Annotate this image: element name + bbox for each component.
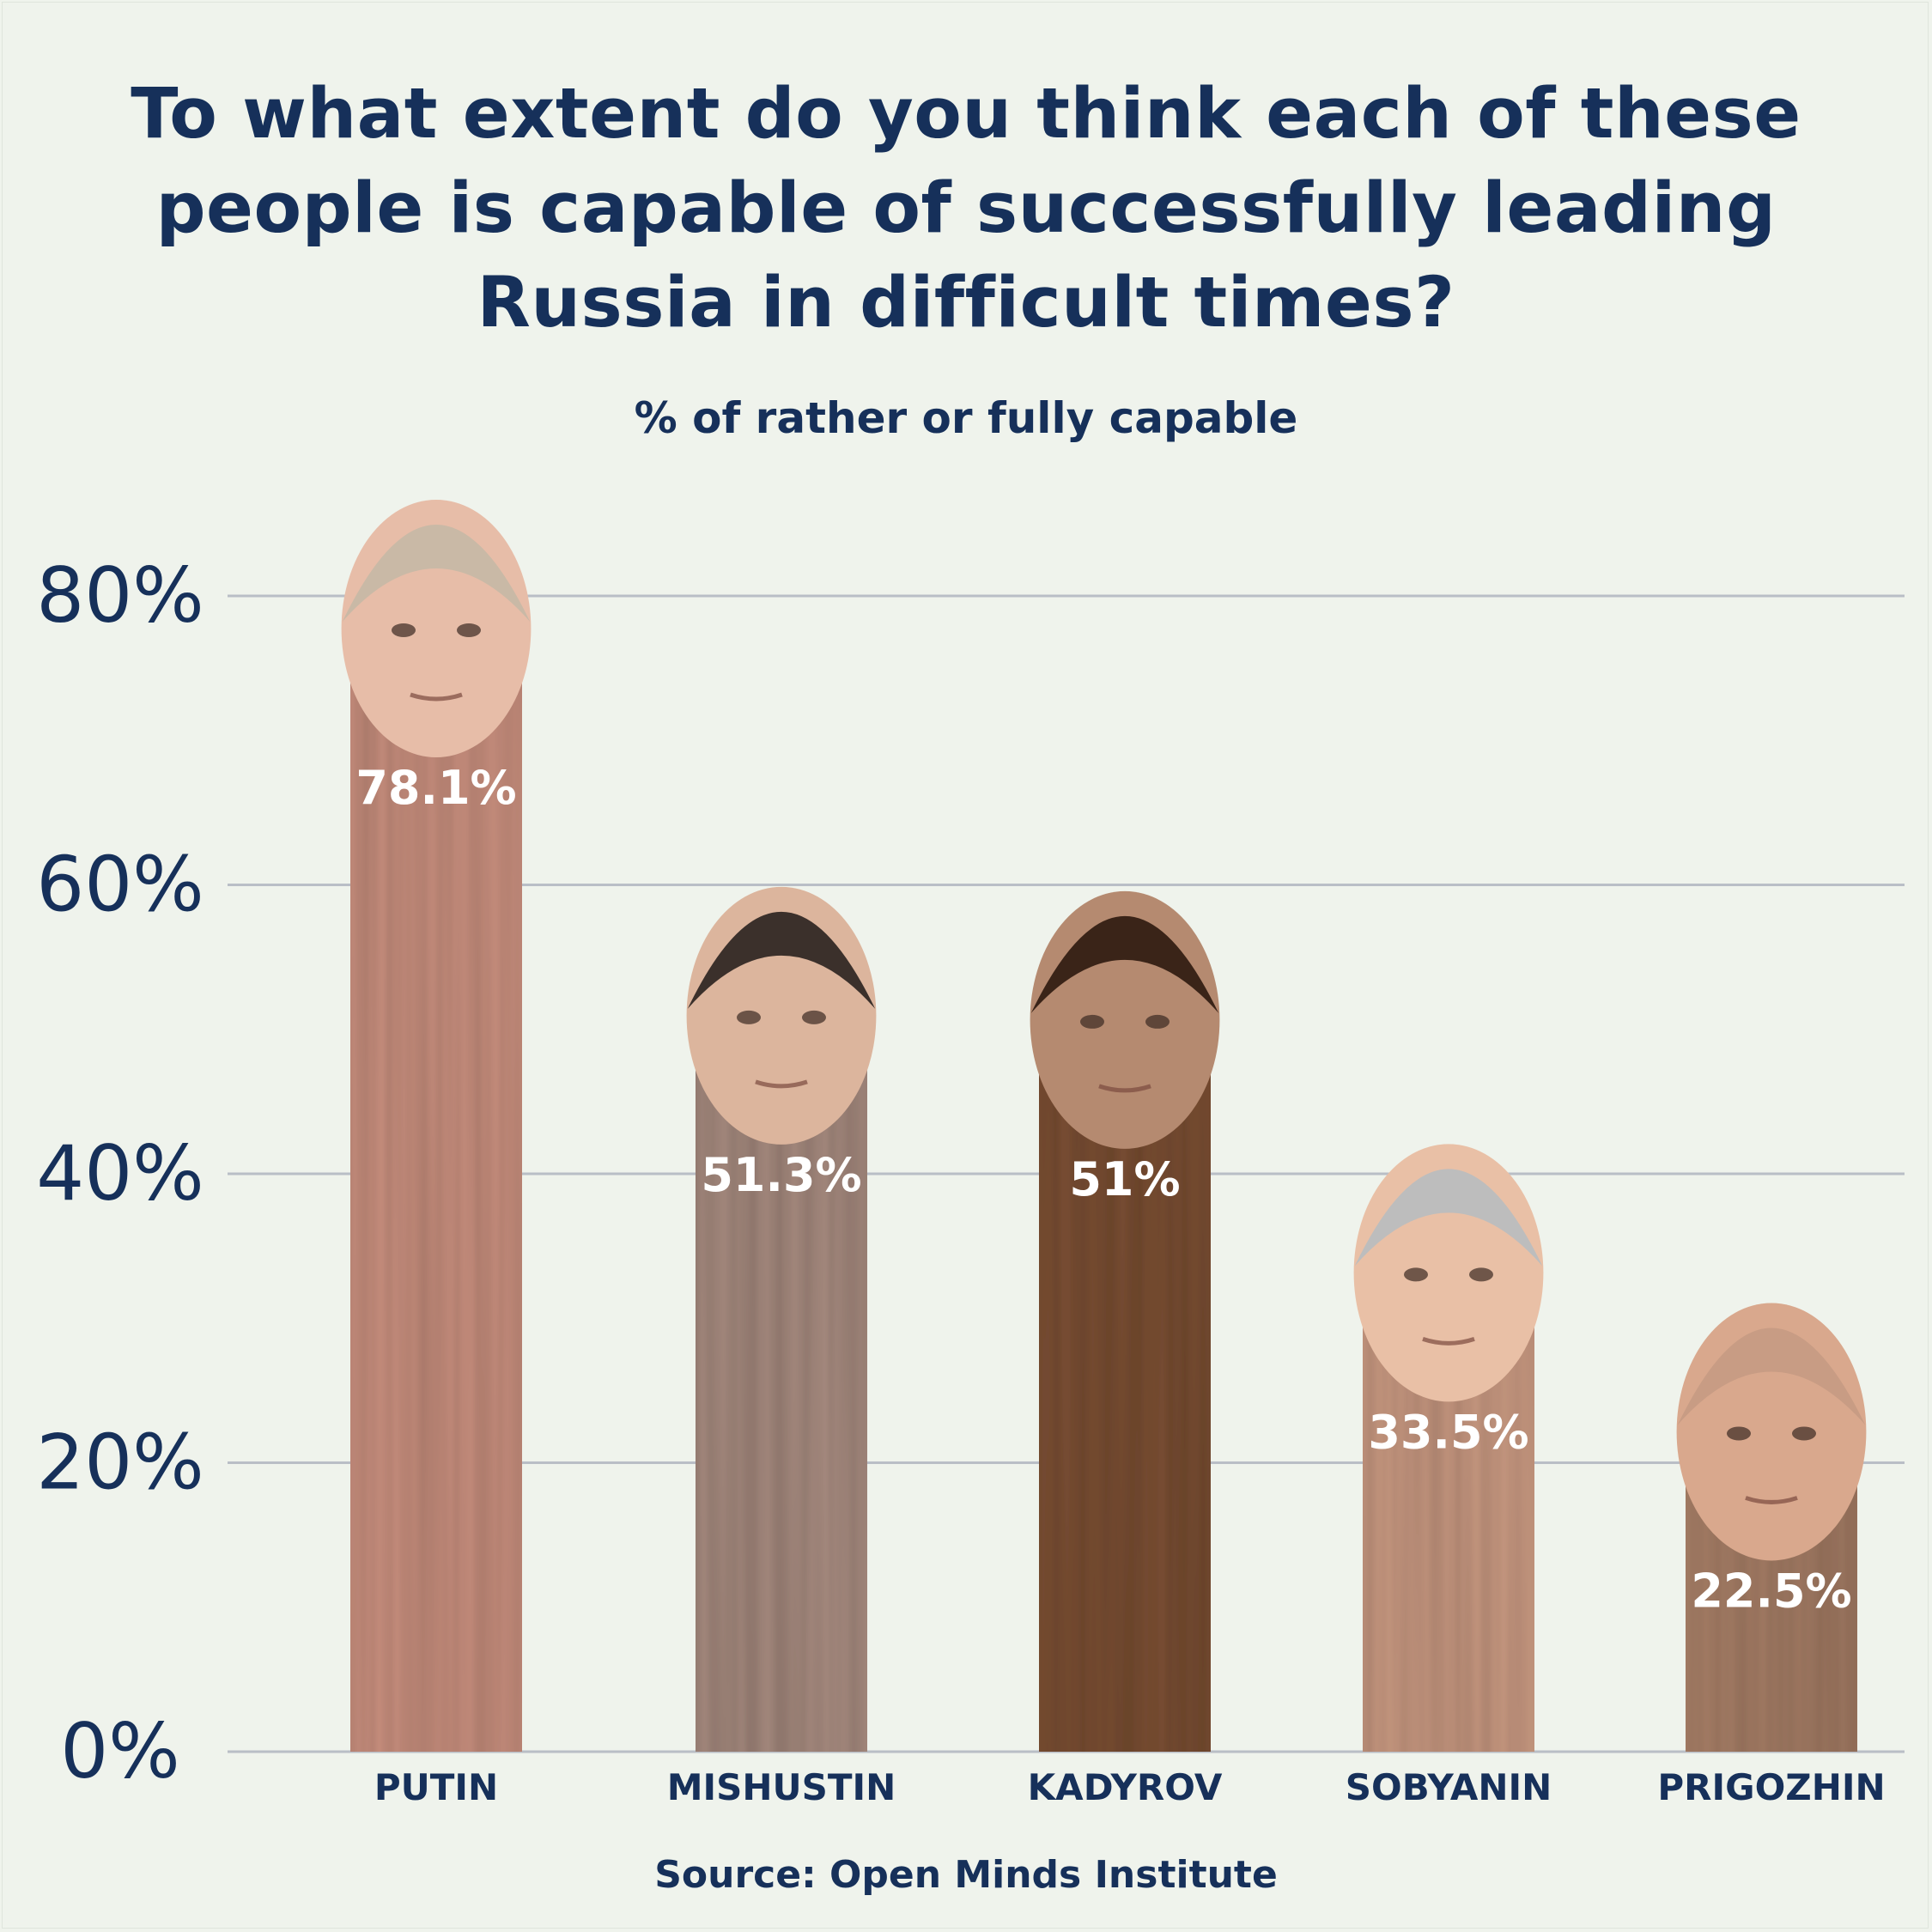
y-tick-label: 0% xyxy=(60,1707,180,1795)
category-label: MISHUSTIN xyxy=(667,1766,896,1808)
bar-group: 22.5% xyxy=(1676,1303,1867,1752)
category-label: SOBYANIN xyxy=(1346,1766,1552,1808)
bar-value-label: 51% xyxy=(1069,1152,1180,1206)
chart-subtitle: % of rather or fully capable xyxy=(634,393,1298,443)
portrait-head xyxy=(1030,890,1220,1149)
x-axis: PUTIN MISHUSTIN KADYROV SOBYANIN PRIGOZHIN xyxy=(374,1766,1886,1808)
y-tick-label: 40% xyxy=(36,1129,204,1218)
chart-title: To what extent do you think each of thes… xyxy=(131,74,1801,343)
portrait-head xyxy=(341,499,532,757)
y-tick-label: 20% xyxy=(36,1419,204,1507)
category-label: PRIGOZHIN xyxy=(1657,1766,1885,1808)
bar-value-label: 51.3% xyxy=(701,1148,861,1202)
y-tick-label: 80% xyxy=(36,551,204,640)
bar-group: 33.5% xyxy=(1353,1144,1544,1752)
bar-group: 51.3% xyxy=(686,886,877,1752)
bar-group: 51% xyxy=(1030,890,1220,1752)
category-label: KADYROV xyxy=(1028,1766,1223,1808)
portrait-head xyxy=(1353,1144,1544,1402)
y-tick-label: 60% xyxy=(36,841,204,929)
portrait-head xyxy=(1676,1303,1867,1561)
portrait-head xyxy=(686,886,877,1145)
bars: 78.1% 51.3% 51% 33.5% 22.5% xyxy=(341,499,1867,1752)
bar-value-label: 22.5% xyxy=(1691,1564,1851,1618)
source-note: Source: Open Minds Institute xyxy=(654,1853,1278,1897)
bar-group: 78.1% xyxy=(341,499,532,1752)
bar xyxy=(350,623,522,1752)
category-label: PUTIN xyxy=(374,1766,498,1808)
bar-value-label: 78.1% xyxy=(355,761,516,815)
bar-value-label: 33.5% xyxy=(1368,1405,1528,1459)
y-axis: 0% 20% 40% 60% 80% xyxy=(36,551,204,1795)
